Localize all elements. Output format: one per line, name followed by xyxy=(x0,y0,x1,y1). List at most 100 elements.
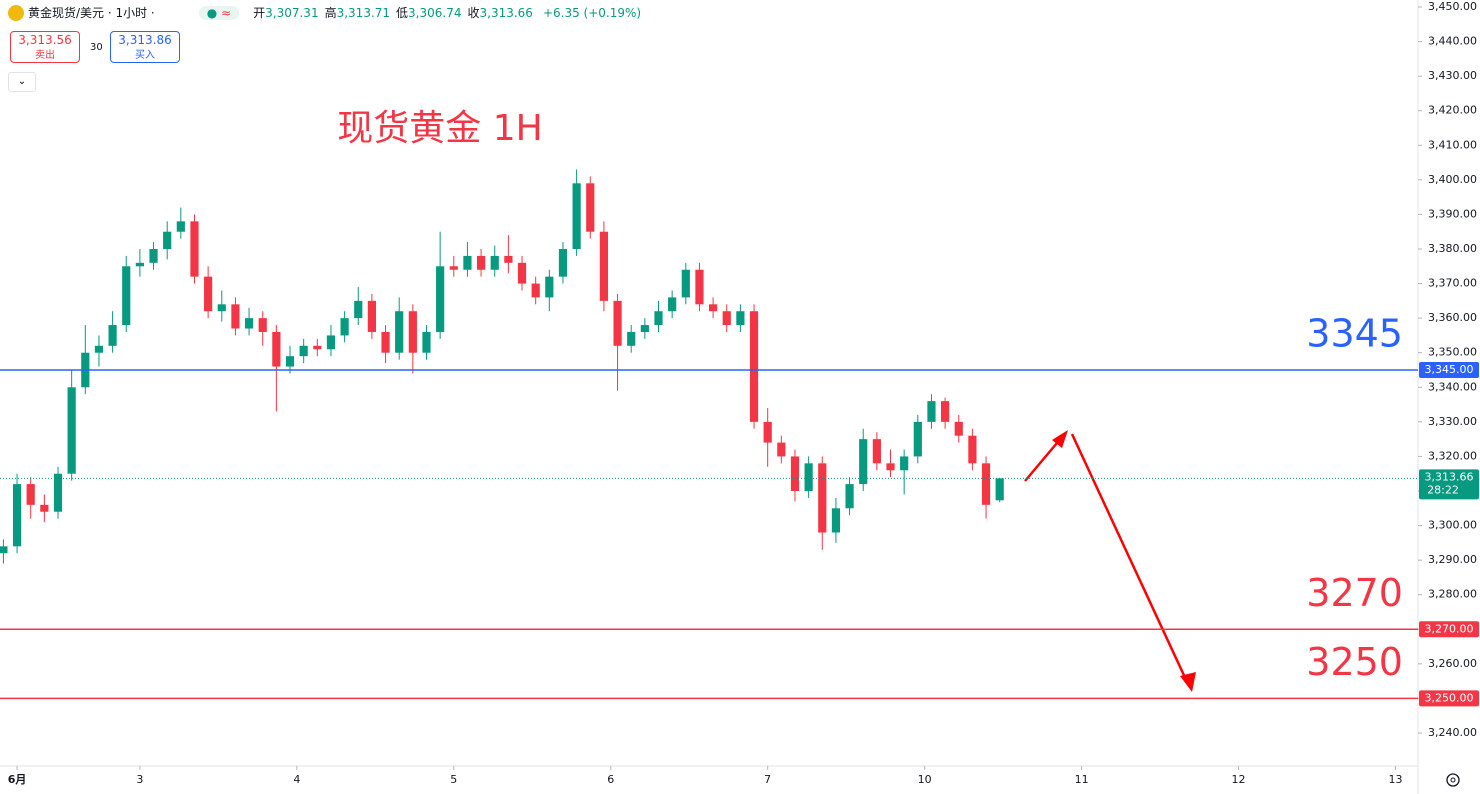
candle-body xyxy=(449,266,458,270)
candle-body xyxy=(340,318,349,336)
current-price-label: 3,313.66 xyxy=(1425,470,1474,483)
sell-label: 卖出 xyxy=(35,50,55,61)
candle-body xyxy=(681,269,690,298)
candle-body xyxy=(0,546,8,554)
candle-body xyxy=(790,456,800,491)
candle-body xyxy=(954,421,963,436)
candle-body xyxy=(749,311,759,422)
candle-body xyxy=(613,300,622,346)
price-tag xyxy=(1419,469,1479,500)
candle-body xyxy=(627,331,636,346)
y-tick-label: 3,450.00 xyxy=(1428,0,1477,13)
candle-body xyxy=(122,266,131,326)
x-tick-label: 6 xyxy=(607,773,614,786)
y-tick-label: 3,350.00 xyxy=(1428,346,1477,359)
status: ● ≈ xyxy=(198,5,240,20)
x-tick-label: 7 xyxy=(764,773,771,786)
candle-body xyxy=(436,266,445,332)
x-tick-label: 5 xyxy=(450,773,457,786)
candle-body xyxy=(558,249,568,277)
candle-body xyxy=(722,311,731,326)
sell-price: 3,313.56 xyxy=(18,33,72,47)
ohlc-label: 高 xyxy=(324,6,337,20)
candle-body xyxy=(586,183,595,232)
candle-body xyxy=(818,463,827,533)
candle-body xyxy=(272,331,281,367)
candle-body xyxy=(395,311,404,353)
ohlc-label: 开 xyxy=(253,6,266,20)
ohlc-value: 3,313.66 xyxy=(479,6,533,20)
spread: 30 xyxy=(90,42,103,53)
sell-button[interactable]: 3,313.56 卖出 xyxy=(10,31,80,63)
candle-body xyxy=(736,311,745,326)
arrowhead xyxy=(1052,430,1068,448)
arrow xyxy=(1024,433,1190,685)
x-tick-label: 3 xyxy=(136,773,143,786)
arrowhead xyxy=(1180,672,1196,692)
candle-body xyxy=(476,255,486,270)
buy-button[interactable]: 3,313.86 买入 xyxy=(110,31,180,63)
candle-body xyxy=(927,401,936,422)
candle-body xyxy=(12,484,22,547)
candle-body xyxy=(67,387,76,474)
y-tick-label: 3,290.00 xyxy=(1428,553,1477,566)
candle-body xyxy=(204,276,213,312)
price-tag xyxy=(1419,621,1479,638)
candle-body xyxy=(831,508,841,533)
level-annotation: 3270 xyxy=(1306,571,1403,615)
symbol-icon xyxy=(8,4,24,21)
change: +6.35 (+0.19%) xyxy=(542,5,642,20)
candles xyxy=(0,169,1004,564)
candle-body xyxy=(490,255,499,270)
candle-body xyxy=(572,183,581,249)
candle-body xyxy=(408,311,417,353)
candle-body xyxy=(149,249,158,263)
candle-body xyxy=(804,463,813,491)
candle-body xyxy=(640,325,649,332)
candle-body xyxy=(108,325,117,346)
candle-body xyxy=(545,276,554,298)
y-tick-label: 3,370.00 xyxy=(1428,277,1477,290)
symbol[interactable]: 黄金现货/美元 · 1小时 · xyxy=(28,6,155,20)
x-tick-label: 12 xyxy=(1232,773,1246,786)
x-tick-label: 11 xyxy=(1075,773,1089,786)
countdown: 28:22 xyxy=(1427,483,1459,496)
candle-body xyxy=(981,463,991,505)
candle-body xyxy=(463,255,472,270)
candle-body xyxy=(244,318,254,329)
ohlc-value: 3,307.31 xyxy=(265,6,319,20)
ohlc-value: 3,306.74 xyxy=(408,6,462,20)
candle-body xyxy=(872,439,881,464)
ohlc-value: 3,313.71 xyxy=(336,6,391,20)
level-label: 3,250.00 xyxy=(1425,691,1474,704)
candle-body xyxy=(900,456,909,471)
candle-body xyxy=(53,473,63,512)
level-label: 3,270.00 xyxy=(1425,622,1474,635)
settings-icon[interactable] xyxy=(1446,773,1460,787)
ohlc: 开3,307.31 高3,313.71 低3,306.74 收3,313.66 xyxy=(253,4,539,21)
y-tick-label: 3,420.00 xyxy=(1428,104,1477,117)
y-tick-label: 3,430.00 xyxy=(1428,69,1477,82)
candle-body xyxy=(354,300,363,319)
x-tick-label: 10 xyxy=(918,773,932,786)
collapse-button[interactable]: ⌄ xyxy=(8,72,36,92)
candle-body xyxy=(163,231,172,249)
y-tick-label: 3,240.00 xyxy=(1428,726,1477,739)
candle-body xyxy=(968,435,977,464)
candle-body xyxy=(326,335,336,350)
candle-body xyxy=(763,421,772,443)
y-tick-label: 3,300.00 xyxy=(1428,519,1477,532)
candle-body xyxy=(40,504,49,512)
buy-label: 买入 xyxy=(135,50,155,61)
candle-body xyxy=(777,442,786,457)
ohlc-label: 低 xyxy=(396,6,409,20)
candle-body xyxy=(26,484,35,505)
candle-body xyxy=(845,484,854,509)
buy-price: 3,313.86 xyxy=(118,33,172,47)
candle-body xyxy=(231,304,240,329)
candle-body xyxy=(94,345,104,353)
candle-body xyxy=(381,331,390,353)
